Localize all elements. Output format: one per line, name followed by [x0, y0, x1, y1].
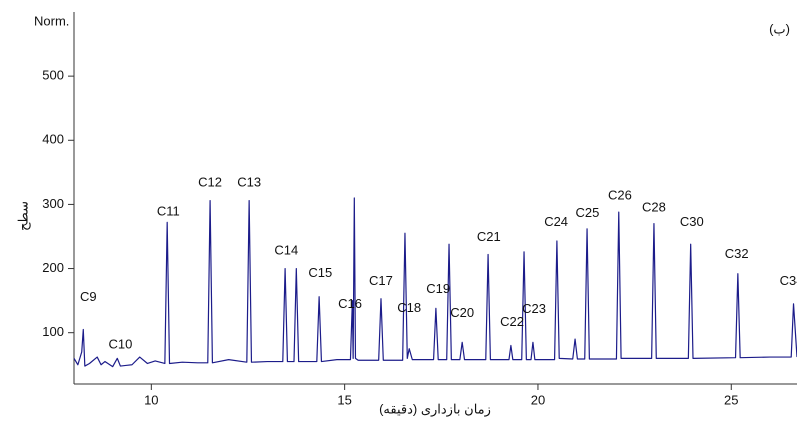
peak-label: C32 [725, 246, 749, 261]
y-tick-label: 200 [42, 260, 64, 275]
chromatogram-line [73, 197, 797, 368]
x-tick-label: 15 [337, 392, 351, 407]
peak-label: C15 [308, 265, 332, 280]
peak-label: C21 [477, 229, 501, 244]
y-axis-label: سطح [15, 201, 31, 231]
peak-label: C26 [608, 188, 632, 203]
peak-label: C25 [576, 205, 600, 220]
y-unit-label: Norm. [34, 13, 69, 28]
peak-label: C11 [157, 204, 180, 219]
peak-label: C12 [198, 175, 222, 190]
peak-label: C14 [274, 243, 298, 258]
peak-label: C10 [108, 336, 132, 351]
peak-label: C20 [450, 305, 474, 320]
y-tick-label: 100 [42, 324, 64, 339]
peak-label: C23 [522, 301, 546, 316]
x-axis-label: زمان بازداری (دقیقه) [379, 401, 491, 417]
panel-label: (ب) [769, 21, 790, 36]
y-tick-label: 500 [42, 68, 64, 83]
peak-label: C19 [426, 281, 450, 296]
peak-label: C16 [338, 296, 362, 311]
x-tick-label: 20 [531, 392, 545, 407]
peak-label: C18 [397, 300, 421, 315]
y-tick-label: 300 [42, 196, 64, 211]
x-tick-label: 25 [724, 392, 738, 407]
peak-label: C13 [237, 175, 261, 190]
peak-label: C9 [80, 289, 97, 304]
peak-label: C24 [544, 214, 568, 229]
y-tick-label: 400 [42, 132, 64, 147]
peak-label: C22 [500, 314, 524, 329]
peak-label: C28 [642, 200, 666, 215]
peak-label: C30 [680, 214, 704, 229]
x-tick-label: 10 [144, 392, 158, 407]
peak-label: C34 [780, 273, 797, 288]
peak-label: C17 [369, 273, 393, 288]
